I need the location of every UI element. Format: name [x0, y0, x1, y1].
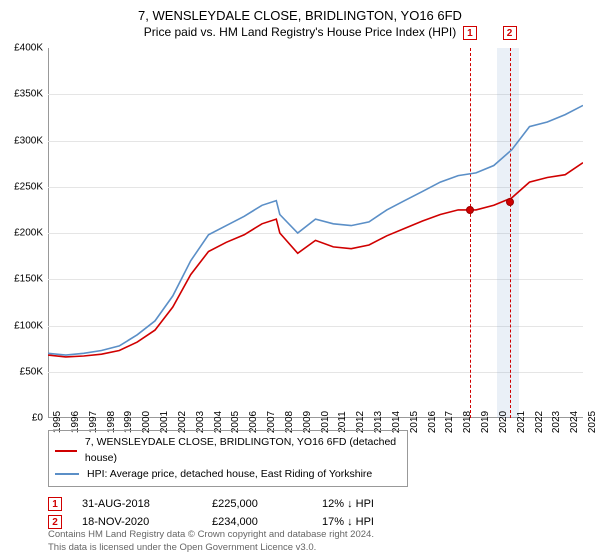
legend-item: HPI: Average price, detached house, East… [55, 467, 401, 483]
chart-lines [48, 48, 583, 418]
sale-vs-hpi: 17% ↓ HPI [322, 516, 412, 528]
y-axis-label: £400K [14, 43, 43, 54]
sale-date: 31-AUG-2018 [82, 498, 192, 510]
sale-marker: 1 [463, 26, 477, 40]
legend-swatch [55, 473, 79, 475]
legend-swatch [55, 450, 77, 452]
footer-line1: Contains HM Land Registry data © Crown c… [48, 529, 374, 541]
y-axis-label: £50K [20, 366, 43, 377]
chart-area: 12 £0£50K£100K£150K£200K£250K£300K£350K£… [48, 48, 583, 418]
sale-num: 2 [48, 515, 62, 529]
sale-price: £225,000 [212, 498, 302, 510]
legend-area: 7, WENSLEYDALE CLOSE, BRIDLINGTON, YO16 … [48, 430, 583, 533]
sale-marker: 2 [503, 26, 517, 40]
sale-row: 2 18-NOV-2020 £234,000 17% ↓ HPI [48, 515, 583, 529]
legend-label: 7, WENSLEYDALE CLOSE, BRIDLINGTON, YO16 … [85, 435, 401, 467]
y-axis-label: £250K [14, 181, 43, 192]
legend-box: 7, WENSLEYDALE CLOSE, BRIDLINGTON, YO16 … [48, 430, 408, 487]
sale-num: 1 [48, 497, 62, 511]
chart-container: 7, WENSLEYDALE CLOSE, BRIDLINGTON, YO16 … [0, 0, 600, 560]
sales-list: 1 31-AUG-2018 £225,000 12% ↓ HPI 2 18-NOV-202… [48, 497, 583, 529]
sale-dot [466, 206, 474, 214]
footer-line2: This data is licensed under the Open Gov… [48, 542, 374, 554]
y-axis-label: £200K [14, 228, 43, 239]
legend-item: 7, WENSLEYDALE CLOSE, BRIDLINGTON, YO16 … [55, 435, 401, 467]
sale-vs-hpi: 12% ↓ HPI [322, 498, 412, 510]
sale-price: £234,000 [212, 516, 302, 528]
y-axis-label: £150K [14, 274, 43, 285]
sale-date: 18-NOV-2020 [82, 516, 192, 528]
y-axis-label: £350K [14, 89, 43, 100]
series-blue [48, 105, 583, 355]
footer: Contains HM Land Registry data © Crown c… [48, 529, 374, 554]
sale-dot [506, 198, 514, 206]
y-axis-label: £0 [32, 413, 43, 424]
legend-label: HPI: Average price, detached house, East… [87, 467, 372, 483]
series-red [48, 163, 583, 357]
x-axis-label: 2025 [587, 411, 598, 433]
y-axis-label: £300K [14, 135, 43, 146]
title-address: 7, WENSLEYDALE CLOSE, BRIDLINGTON, YO16 … [0, 8, 600, 23]
y-axis-label: £100K [14, 320, 43, 331]
sale-row: 1 31-AUG-2018 £225,000 12% ↓ HPI [48, 497, 583, 511]
